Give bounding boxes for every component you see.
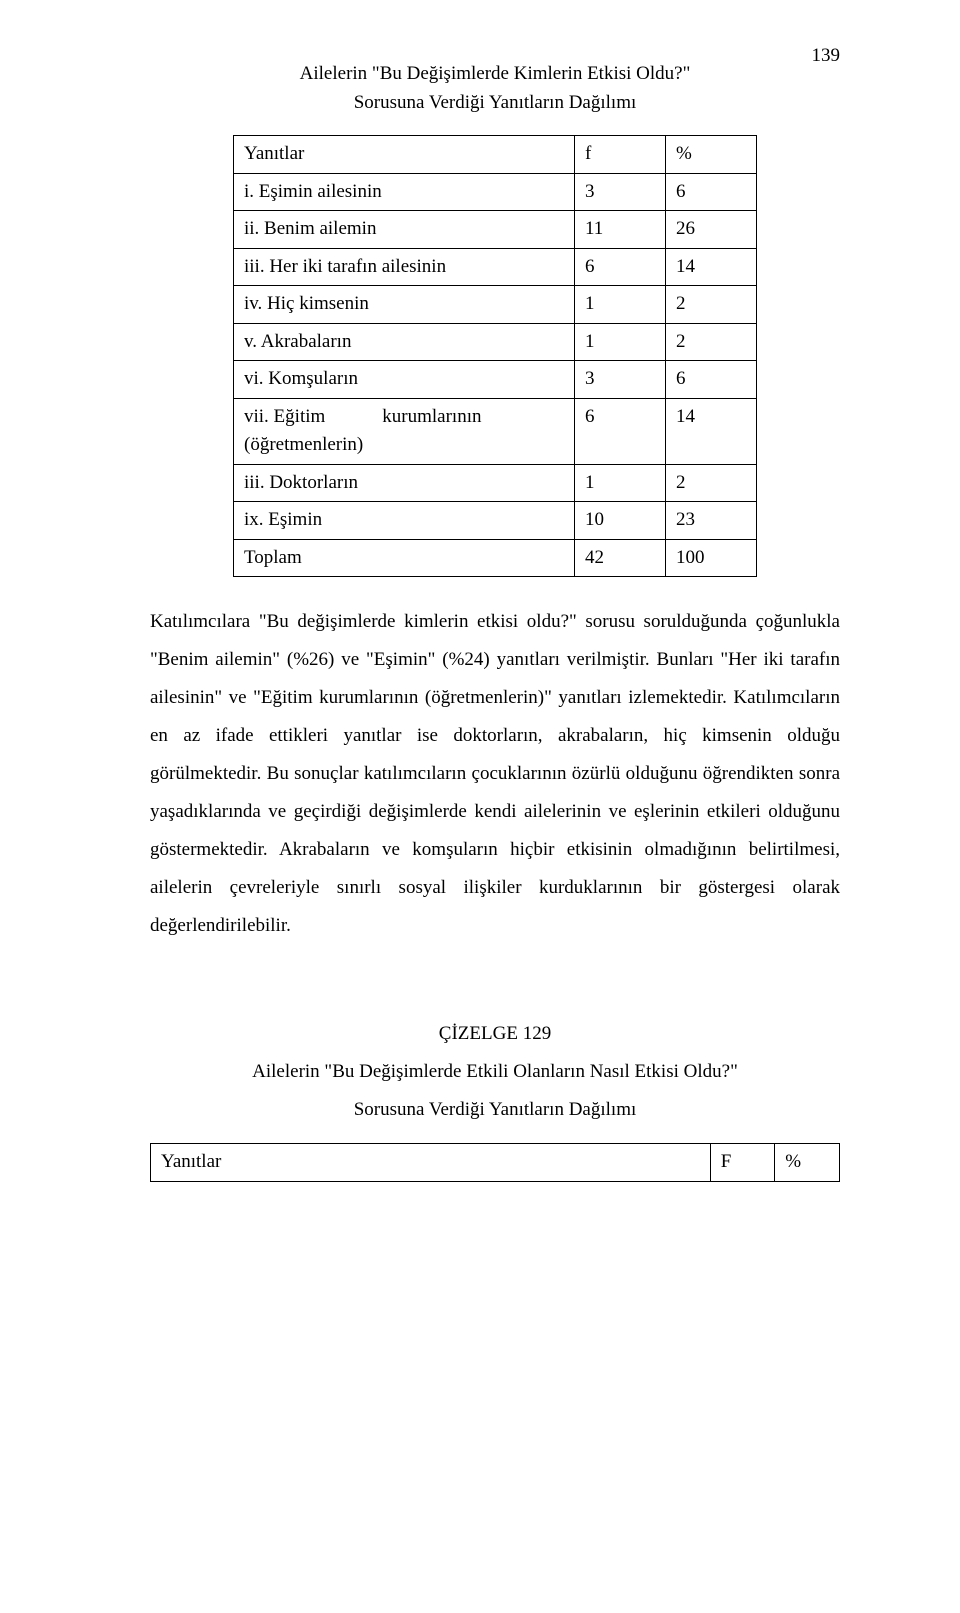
cell-p: 23 — [666, 502, 757, 540]
table-header-f: f — [575, 136, 666, 174]
cell-label: ii. Benim ailemin — [234, 211, 575, 249]
table-row: iv. Hiç kimsenin 1 2 — [234, 286, 757, 324]
cell-f: 10 — [575, 502, 666, 540]
table-header-p: % — [666, 136, 757, 174]
table-1: Yanıtlar f % i. Eşimin ailesinin 3 6 ii.… — [233, 135, 757, 577]
cizelge-line-1: Ailelerin "Bu Değişimlerde Etkili Olanla… — [150, 1053, 840, 1091]
cizelge-heading: ÇİZELGE 129 Ailelerin "Bu Değişimlerde E… — [150, 1015, 840, 1129]
cell-f: 1 — [575, 286, 666, 324]
paragraph-text: Katılımcılara "Bu değişimlerde kimlerin … — [150, 611, 840, 936]
cell-f: 1 — [575, 464, 666, 502]
document-page: 139 Ailelerin "Bu Değişimlerde Kimlerin … — [0, 0, 960, 1613]
table-2: Yanıtlar F % — [150, 1143, 840, 1182]
cell-label: iii. Her iki tarafın ailesinin — [234, 248, 575, 286]
cell-f: 6 — [575, 248, 666, 286]
table-row: vi. Komşuların 3 6 — [234, 361, 757, 399]
table2-header-label: Yanıtlar — [151, 1144, 711, 1182]
cell-label: vi. Komşuların — [234, 361, 575, 399]
cell-p: 6 — [666, 173, 757, 211]
body-paragraph: Katılımcılara "Bu değişimlerde kimlerin … — [150, 603, 840, 945]
cell-p: 26 — [666, 211, 757, 249]
table-row: vii. Eğitim kurumlarının (öğretmenlerin)… — [234, 398, 757, 464]
cell-f: 3 — [575, 361, 666, 399]
cizelge-line-2: Sorusuna Verdiği Yanıtların Dağılımı — [150, 1091, 840, 1129]
cell-f: 1 — [575, 323, 666, 361]
cell-label: Toplam — [234, 539, 575, 577]
cell-p: 6 — [666, 361, 757, 399]
cell-f: 42 — [575, 539, 666, 577]
cell-p: 100 — [666, 539, 757, 577]
table-row: iii. Her iki tarafın ailesinin 6 14 — [234, 248, 757, 286]
cell-label: ix. Eşimin — [234, 502, 575, 540]
cell-p: 2 — [666, 323, 757, 361]
cell-p: 14 — [666, 248, 757, 286]
table-row: i. Eşimin ailesinin 3 6 — [234, 173, 757, 211]
table2-header-f: F — [710, 1144, 775, 1182]
cell-f: 6 — [575, 398, 666, 464]
cell-label: i. Eşimin ailesinin — [234, 173, 575, 211]
heading-line-2: Sorusuna Verdiği Yanıtların Dağılımı — [150, 89, 840, 118]
cell-f: 11 — [575, 211, 666, 249]
cell-f: 3 — [575, 173, 666, 211]
cell-label: v. Akrabaların — [234, 323, 575, 361]
cell-p: 2 — [666, 464, 757, 502]
table1-heading: Ailelerin "Bu Değişimlerde Kimlerin Etki… — [150, 60, 840, 117]
table-row: Toplam 42 100 — [234, 539, 757, 577]
table2-header-p: % — [775, 1144, 840, 1182]
table-row: Yanıtlar f % — [234, 136, 757, 174]
table-row: ix. Eşimin 10 23 — [234, 502, 757, 540]
page-number: 139 — [812, 42, 841, 71]
cell-label: iv. Hiç kimsenin — [234, 286, 575, 324]
cell-label: vii. Eğitim kurumlarının (öğretmenlerin) — [234, 398, 575, 464]
cell-label: iii. Doktorların — [234, 464, 575, 502]
table-row: v. Akrabaların 1 2 — [234, 323, 757, 361]
table-row: ii. Benim ailemin 11 26 — [234, 211, 757, 249]
table-header-label: Yanıtlar — [234, 136, 575, 174]
cizelge-label: ÇİZELGE 129 — [150, 1015, 840, 1053]
table-row: iii. Doktorların 1 2 — [234, 464, 757, 502]
cell-p: 2 — [666, 286, 757, 324]
cell-p: 14 — [666, 398, 757, 464]
heading-line-1: Ailelerin "Bu Değişimlerde Kimlerin Etki… — [150, 60, 840, 89]
table-row: Yanıtlar F % — [151, 1144, 840, 1182]
